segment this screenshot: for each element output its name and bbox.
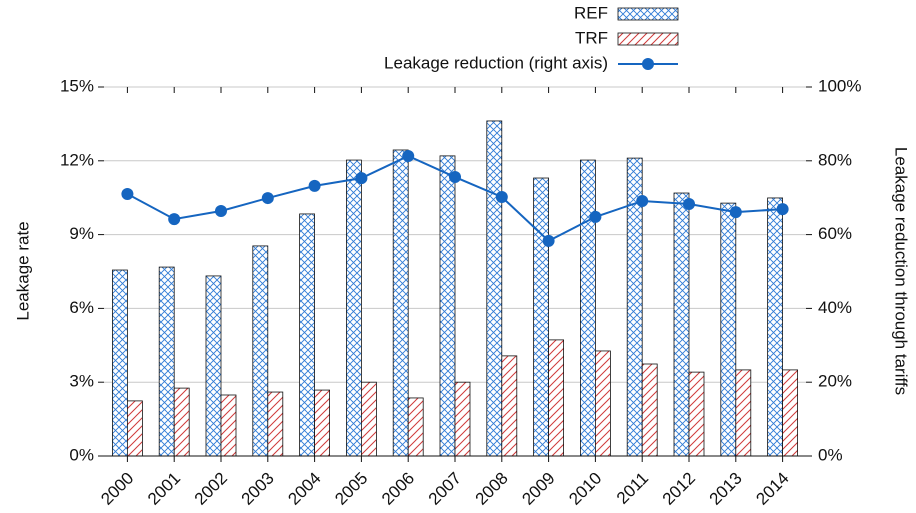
- line-point: [449, 171, 461, 184]
- x-tick-label: 2005: [331, 469, 371, 509]
- y2-tick-label: 0%: [818, 445, 843, 464]
- line-point: [168, 213, 181, 226]
- legend-label: REF: [574, 3, 608, 22]
- x-tick-label: 2001: [144, 469, 184, 509]
- bar: [220, 394, 237, 457]
- line-point: [261, 192, 274, 205]
- x-tick-label: 2000: [97, 469, 137, 509]
- bar: [158, 266, 175, 457]
- y-tick-label: 12%: [60, 150, 94, 169]
- y2-tick-label: 60%: [818, 224, 852, 243]
- legend-label: TRF: [575, 28, 608, 47]
- bar: [267, 391, 284, 457]
- bar: [407, 397, 424, 457]
- line-point: [308, 179, 321, 192]
- y2-tick-label: 40%: [818, 298, 852, 317]
- bar: [454, 381, 471, 457]
- bar: [548, 339, 564, 457]
- bar: [688, 371, 705, 457]
- y2-axis-title: Leakage reduction through tariffs: [892, 147, 911, 395]
- x-tick-label: 2004: [284, 469, 324, 509]
- bar: [486, 120, 503, 457]
- bar: [392, 149, 409, 457]
- legend-swatch: [617, 32, 679, 46]
- line-point: [495, 190, 508, 203]
- y2-tick-label: 100%: [818, 76, 861, 95]
- bar: [767, 197, 783, 457]
- bar: [673, 192, 690, 457]
- bar: [173, 387, 190, 457]
- bar: [299, 213, 316, 457]
- line-point: [636, 195, 649, 208]
- line-point: [729, 206, 742, 219]
- line-point: [589, 210, 602, 223]
- line-point: [121, 188, 134, 201]
- x-tick-label: 2008: [472, 469, 512, 509]
- bar: [252, 245, 269, 457]
- y-tick-label: 0%: [69, 445, 94, 464]
- y-tick-label: 9%: [69, 224, 94, 243]
- bar: [345, 159, 362, 457]
- bar: [580, 159, 596, 457]
- y-axis-title: Leakage rate: [13, 221, 32, 320]
- line-point: [402, 150, 415, 163]
- line-point: [355, 172, 368, 185]
- y2-tick-label: 80%: [818, 150, 852, 169]
- x-tick-label: 2012: [659, 469, 699, 509]
- line-point: [215, 204, 227, 217]
- x-tick-label: 2003: [238, 469, 278, 509]
- x-tick-label: 2006: [378, 469, 418, 509]
- legend-swatch: [617, 7, 679, 21]
- x-tick-label: 2013: [706, 469, 746, 509]
- x-tick-label: 2009: [518, 469, 558, 509]
- bar: [112, 269, 128, 457]
- x-tick-label: 2011: [613, 469, 652, 508]
- bar: [127, 400, 143, 457]
- bar: [501, 355, 518, 457]
- bar: [314, 389, 331, 457]
- x-tick-label: 2014: [752, 469, 792, 509]
- bar: [439, 155, 456, 457]
- x-tick-label: 2007: [425, 469, 465, 509]
- bar: [641, 363, 658, 457]
- x-tick-label: 2010: [565, 469, 605, 509]
- line-point: [542, 234, 555, 247]
- y-tick-label: 6%: [69, 298, 94, 317]
- legend-label: Leakage reduction (right axis): [384, 53, 608, 72]
- bar: [595, 350, 611, 457]
- line-point: [776, 203, 789, 216]
- line-point: [683, 197, 695, 210]
- bar: [782, 369, 798, 457]
- bar: [533, 177, 549, 457]
- bar: [720, 202, 737, 457]
- y-tick-label: 15%: [60, 76, 94, 95]
- x-tick-label: 2002: [191, 469, 231, 509]
- y2-tick-label: 20%: [818, 372, 852, 391]
- bar: [205, 275, 222, 457]
- legend-marker: [642, 58, 654, 70]
- bar: [735, 369, 752, 457]
- y-tick-label: 3%: [69, 372, 94, 391]
- bar: [360, 381, 377, 457]
